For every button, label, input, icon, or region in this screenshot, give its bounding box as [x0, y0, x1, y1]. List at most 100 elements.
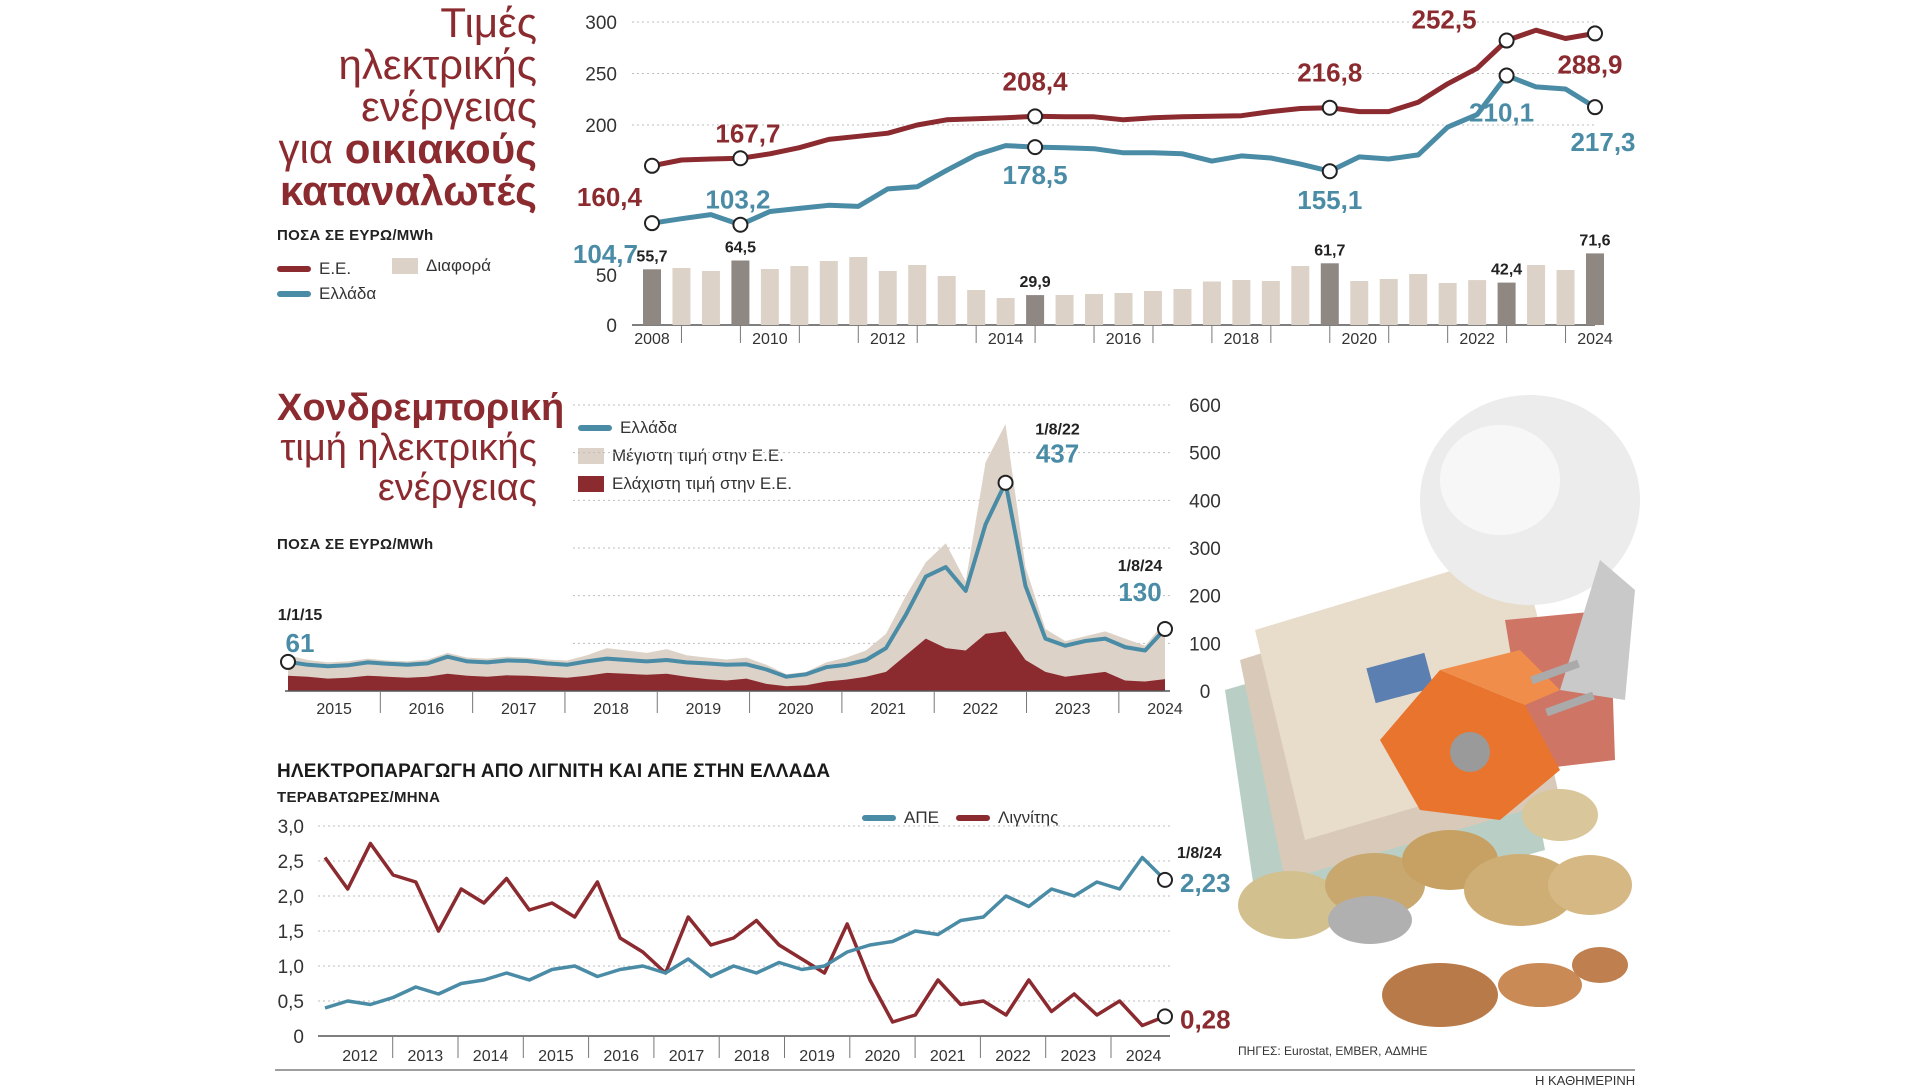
section2-unit: ΠΟΣΑ ΣΕ ΕΥΡΩ/MWh: [277, 536, 434, 553]
c1-xtick-label: 2018: [1224, 331, 1260, 348]
c2-bar: [878, 271, 897, 325]
coin-copper-1: [1382, 963, 1498, 1027]
c2-bar-label: 29,9: [1020, 274, 1051, 291]
c3-xtick-label: 2023: [1055, 701, 1091, 718]
section1-title-line4-bold: οικιακούς: [344, 125, 537, 172]
c4-point-marker: [1157, 1008, 1173, 1025]
c2-bar: [1497, 282, 1516, 325]
c4-xtick-label: 2012: [342, 1048, 378, 1065]
c3-annotation-value: 61: [286, 628, 315, 658]
c3-ytick-label: 300: [1189, 539, 1221, 560]
c1-point-label: 252,5: [1412, 5, 1477, 35]
plug-illustration: [1380, 650, 1595, 820]
c1-xtick-label: 2024: [1577, 331, 1613, 348]
section1-title-line3: ενέργειας: [361, 83, 537, 130]
c4-annotation-date: 1/8/24: [1177, 845, 1222, 862]
brand-label: Η ΚΑΘΗΜΕΡΙΝΗ: [1535, 1073, 1636, 1088]
c2-bar: [996, 298, 1015, 325]
legend3-label-lignite: Λιγνίτης: [998, 808, 1059, 827]
c1-point-marker: [644, 215, 660, 232]
legend2-item-min: Ελάχιστη τιμή στην Ε.Ε.: [578, 474, 792, 494]
section2-title: Χονδρεμπορική τιμή ηλεκτρικής ενέργειας: [277, 387, 565, 508]
c2-bar: [1556, 270, 1575, 325]
c3-xtick-label: 2018: [593, 701, 629, 718]
legend-label-diff: Διαφορά: [426, 256, 491, 275]
c2-bar-label: 64,5: [725, 240, 756, 257]
c1-point-label: 208,4: [1003, 66, 1069, 96]
c1-series-line-greece: [649, 73, 1598, 228]
c3-point-marker: [1157, 621, 1173, 638]
c4-ytick-label: 1,5: [278, 922, 304, 943]
c1-ytick-label: 200: [585, 116, 617, 137]
section3-title: ΗΛΕΚΤΡΟΠΑΡΑΓΩΓΗ ΑΠΟ ΛΙΓΝΙΤΗ ΚΑΙ ΑΠΕ ΣΤΗΝ…: [277, 761, 831, 782]
c3-annotation-value: 130: [1118, 577, 1161, 607]
c2-bar: [643, 269, 661, 325]
c4-point-marker: [1157, 871, 1173, 888]
wholesale-price-chart: 600 500 400 300 200 100 0 2015 2016 2017 2018 2019 2…: [278, 396, 1221, 718]
plug-socket: [1450, 732, 1490, 772]
c4-ytick-label: 0: [293, 1027, 304, 1048]
legend3-swatch-lignite: [956, 815, 990, 821]
section2-title-line1: Χονδρεμπορική: [277, 387, 565, 429]
c1-xtick-label: 2022: [1459, 331, 1495, 348]
generation-chart: 3,0 2,5 2,0 1,5 1,0 0,5 0 2012 2013 2014 2015 2016 2…: [278, 817, 1231, 1065]
legend2-swatch-max: [578, 448, 604, 464]
c4-xtick-label: 2024: [1126, 1048, 1162, 1065]
c3-greece-line: [287, 480, 1167, 679]
c1-ytick-label: 300: [585, 13, 617, 34]
c2-bar: [1202, 281, 1221, 325]
c4-annotation-value-res: 2,23: [1180, 868, 1231, 898]
c2-bar-label: 55,7: [636, 248, 667, 265]
c3-annotation-value: 437: [1036, 439, 1079, 469]
section1-title: Τιμές ηλεκτρικής ενέργειας για οικιακούς…: [277, 2, 537, 212]
c4-xtick-label: 2023: [1061, 1048, 1097, 1065]
c2-bar: [1409, 274, 1428, 325]
c2-bar: [701, 271, 720, 325]
c3-xtick-label: 2016: [409, 701, 445, 718]
c2-bar: [790, 266, 809, 325]
legend3-item-res: ΑΠΕ: [862, 808, 939, 828]
c4-xtick-label: 2014: [473, 1048, 509, 1065]
c2-bar: [937, 276, 956, 325]
c1-point-label: 216,8: [1297, 58, 1362, 88]
c4-xtick-label: 2013: [408, 1048, 444, 1065]
c3-annotation-date: 1/8/24: [1118, 558, 1163, 575]
legend-item-diff: Διαφορά: [392, 256, 491, 276]
coins-illustration: [1238, 789, 1632, 1027]
c4-xtick-label: 2021: [930, 1048, 966, 1065]
c4-xtick-label: 2020: [865, 1048, 901, 1065]
c4-xtick-label: 2016: [603, 1048, 639, 1065]
legend-swatch-diff: [392, 258, 418, 274]
c1-point-label: 167,7: [715, 118, 780, 148]
c1-point-marker: [1321, 163, 1338, 180]
c2-ytick-label: 50: [596, 266, 617, 287]
legend2-swatch-greece: [578, 425, 612, 431]
c2-bar: [1114, 293, 1133, 325]
c3-min-area: [288, 631, 1165, 691]
c3-ytick-label: 400: [1189, 491, 1221, 512]
c1-xtick-label: 2012: [870, 331, 906, 348]
c1-point-label: 104,7: [573, 239, 638, 269]
legend-item-greece: Ελλάδα: [277, 284, 376, 304]
legend2-label-max: Μέγιστη τιμή στην Ε.Ε.: [612, 446, 784, 465]
c2-bar: [672, 268, 691, 325]
c1-point-label: 217,3: [1570, 127, 1635, 157]
c4-ytick-label: 3,0: [278, 817, 304, 838]
plug-top: [1440, 650, 1560, 705]
c2-bar: [908, 265, 927, 325]
c2-bar: [1261, 281, 1280, 325]
c1-xtick-label: 2008: [634, 331, 670, 348]
coin-1: [1238, 871, 1342, 939]
c3-ytick-label: 500: [1189, 444, 1221, 465]
c1-point-marker: [1027, 139, 1044, 156]
c2-bar: [1173, 289, 1192, 325]
c2-bar: [1320, 263, 1339, 325]
c2-bar: [1527, 265, 1546, 325]
coin-3: [1328, 896, 1412, 944]
coin-7: [1522, 789, 1598, 841]
coin-copper-2: [1498, 963, 1582, 1007]
c3-xtick-label: 2015: [316, 701, 352, 718]
c4-xtick-label: 2022: [995, 1048, 1031, 1065]
section1-title-line2: ηλεκτρικής: [338, 41, 538, 88]
